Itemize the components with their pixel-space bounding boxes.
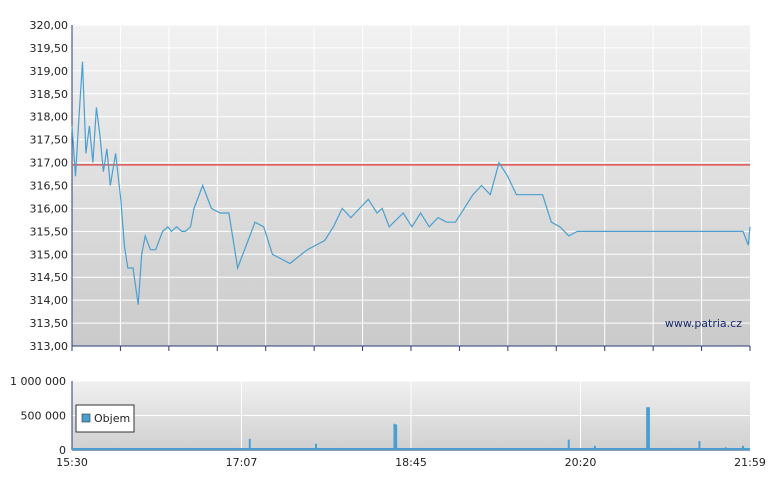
volume-bar [132, 448, 135, 450]
volume-bar [647, 407, 650, 450]
y-tick-label: 314,00 [30, 294, 69, 307]
volume-bar [288, 448, 291, 450]
volume-bar [236, 447, 239, 450]
volume-bar [262, 447, 265, 450]
volume-bar [646, 407, 649, 450]
y-tick-label: 313,00 [30, 340, 69, 353]
volume-bar [341, 447, 344, 450]
volume-y-tick-label: 1 000 000 [10, 375, 66, 388]
volume-bar [567, 439, 570, 450]
volume-y-tick-label: 500 000 [21, 410, 67, 423]
volume-bar [620, 448, 623, 450]
volume-bar [166, 448, 169, 450]
volume-bar [201, 448, 204, 450]
price-line [71, 61, 751, 305]
volume-bar [524, 448, 527, 450]
legend-swatch [81, 413, 91, 423]
y-tick-label: 317,00 [30, 157, 69, 170]
volume-bar [149, 448, 152, 450]
volume-bar [248, 438, 251, 450]
y-tick-label: 317,50 [30, 134, 69, 147]
x-tick-label: 17:07 [226, 456, 258, 469]
volume-bar [393, 423, 396, 450]
x-tick-label: 18:45 [395, 456, 427, 469]
volume-bar [742, 445, 745, 450]
watermark: www.patria.cz [665, 317, 742, 330]
volume-chart: 1 000 000 500 000 015:30 17:07 18:45 20:20 21:… [10, 375, 766, 469]
y-tick-label: 319,50 [30, 42, 69, 55]
volume-bar [219, 448, 222, 450]
volume-bar [79, 447, 82, 450]
volume-bar [471, 448, 474, 450]
volume-bar [498, 447, 501, 450]
volume-bar [593, 445, 596, 450]
volume-bar [550, 447, 553, 450]
y-tick-label: 320,00 [30, 19, 69, 32]
volume-y-tick-label: 0 [59, 444, 66, 457]
volume-bar [698, 441, 701, 450]
volume-baseline [72, 448, 750, 450]
x-tick-label: 21:59 [734, 456, 766, 469]
volume-bar [97, 448, 100, 450]
x-tick-label: 15:30 [56, 456, 88, 469]
price-chart: 320,00 319,50 319,00 318,50 318,00 317,50 317,… [30, 19, 751, 353]
y-tick-label: 315,00 [30, 248, 69, 261]
x-tick-label: 20:20 [565, 456, 597, 469]
y-tick-label: 316,50 [30, 180, 69, 193]
y-tick-label: 319,00 [30, 65, 69, 78]
legend-label: Objem [94, 412, 130, 425]
y-tick-label: 318,50 [30, 88, 69, 101]
y-tick-label: 314,50 [30, 271, 69, 284]
volume-bar [395, 424, 398, 450]
volume-bar [315, 443, 318, 450]
volume-bar [724, 447, 727, 450]
volume-bar [419, 447, 422, 450]
legend-box [75, 404, 135, 433]
volume-bar [445, 448, 448, 450]
volume-bar [672, 447, 675, 450]
y-tick-label: 318,00 [30, 111, 69, 124]
volume-bar [114, 447, 117, 450]
y-tick-label: 313,50 [30, 317, 69, 330]
y-tick-label: 315,50 [30, 225, 69, 238]
volume-bar [367, 448, 370, 450]
y-tick-label: 316,00 [30, 202, 69, 215]
volume-bar [184, 447, 187, 450]
